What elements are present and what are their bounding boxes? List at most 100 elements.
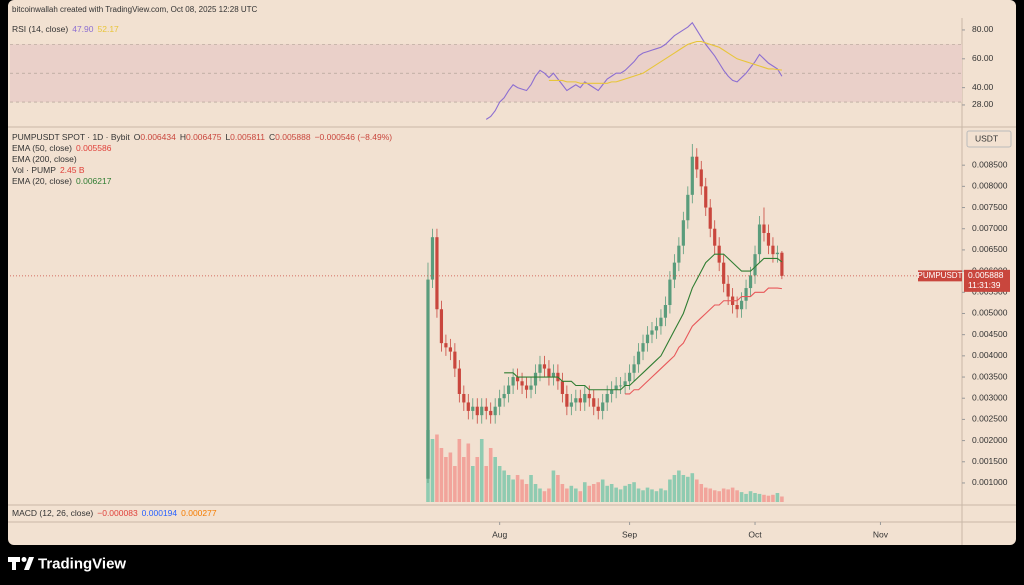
volume-bar [470, 466, 475, 502]
candle-body [739, 300, 744, 310]
volume-bar [435, 434, 439, 502]
candle-body [771, 245, 775, 255]
volume-bar [650, 489, 654, 502]
candle-body [574, 398, 578, 403]
indicator-name: EMA (200, close) [12, 154, 77, 164]
candle-body [453, 351, 457, 369]
candle-body [775, 252, 780, 255]
main-legend: PUMPUSDT SPOT · 1D · Bybit O0.006434 H0.00… [12, 132, 396, 187]
indicator-value: 0.006217 [76, 176, 112, 186]
chart-background [8, 0, 1016, 545]
y-tick-label: 0.004500 [972, 329, 1008, 339]
candle-body [735, 305, 739, 310]
volume-bar [466, 443, 471, 502]
candle-body [466, 402, 470, 411]
candle-body [542, 364, 547, 369]
currency-label: USDT [975, 133, 998, 143]
candle-body [430, 237, 435, 280]
volume-bar [744, 493, 748, 502]
volume-bar [506, 475, 511, 502]
change-value: −0.000546 (−8.49%) [314, 132, 393, 142]
candle-body [502, 393, 506, 399]
logo-icon [24, 557, 34, 570]
indicator-value: 0.005586 [76, 143, 112, 153]
volume-bar [663, 490, 668, 502]
candle-body [565, 393, 569, 407]
candle-body [695, 156, 699, 170]
candle-body [722, 262, 726, 284]
candle-body [480, 406, 484, 416]
candle-body [551, 372, 556, 378]
volume-bar [730, 487, 735, 502]
volume-bar [488, 448, 493, 502]
candle-body [592, 398, 596, 407]
volume-bar [641, 490, 645, 502]
logo: TradingView [8, 555, 126, 572]
candle-body [641, 343, 645, 352]
volume-bar [605, 485, 609, 502]
ohlc-value: 0.006434 [140, 132, 176, 142]
legend-value: 47.90 [72, 24, 94, 34]
volume-bar [681, 475, 686, 502]
y-tick-label: 60.00 [972, 53, 994, 63]
candle-body [636, 351, 641, 365]
y-tick-label: 80.00 [972, 24, 994, 34]
candle-body [619, 385, 623, 387]
ohlc-value: 0.005888 [275, 132, 311, 142]
rsi-legend: RSI (14, close) 47.90 52.17 [12, 24, 123, 35]
legend-row: Vol · PUMP 2.45 B [12, 165, 396, 176]
ohlc-key: H [179, 132, 186, 142]
candle-body [524, 385, 529, 390]
volume-bar [448, 452, 453, 502]
candle-body [650, 330, 654, 335]
indicator-name: EMA (20, close) [12, 176, 72, 186]
volume-bar [699, 484, 704, 502]
symbol-tag-text: PUMPUSDT [918, 271, 963, 280]
y-tick-label: 0.005000 [972, 308, 1008, 318]
candle-body [448, 347, 452, 352]
volume-bar [600, 479, 605, 502]
candle-body [726, 283, 730, 297]
candle-body [663, 305, 668, 318]
volume-bar [547, 488, 551, 502]
volume-bar [479, 439, 484, 502]
macd-legend: MACD (12, 26, close) −0.000083 0.000194 0.0… [12, 508, 221, 519]
volume-bar [757, 493, 762, 502]
indicator-value: 2.45 B [59, 165, 85, 175]
volume-bar [753, 493, 757, 502]
volume-bar [708, 488, 713, 502]
candle-body [489, 410, 493, 416]
candle-body [713, 228, 717, 246]
volume-bar [623, 485, 627, 502]
volume-bar [690, 473, 695, 502]
symbol-tag [918, 270, 962, 282]
candle-body [601, 402, 605, 411]
volume-bar [502, 470, 506, 502]
volume-bar [520, 479, 524, 502]
volume-bar [475, 457, 480, 502]
volume-bar [739, 492, 744, 502]
candle-body [493, 406, 497, 416]
volume-bar [735, 490, 739, 502]
candle-body [596, 406, 600, 411]
candle-body [668, 279, 672, 305]
candle-body [587, 393, 591, 399]
legend-value: 52.17 [97, 24, 119, 34]
y-tick-label: 0.002000 [972, 435, 1008, 445]
x-tick-label: Oct [748, 529, 762, 539]
volume-bar [551, 470, 556, 502]
volume-bar [694, 479, 699, 502]
candle-body [471, 406, 475, 411]
x-tick-label: Aug [492, 529, 507, 539]
candle-body [708, 207, 712, 229]
candle-body [583, 393, 587, 403]
price-tag [964, 269, 1010, 292]
ohlc-key: C [269, 132, 276, 142]
volume-bar [484, 466, 489, 502]
countdown-text: 11:31:39 [968, 280, 1001, 290]
volume-bar [766, 495, 771, 502]
volume-bar [775, 493, 780, 502]
candle-body [547, 368, 551, 378]
ema-line [625, 287, 782, 395]
